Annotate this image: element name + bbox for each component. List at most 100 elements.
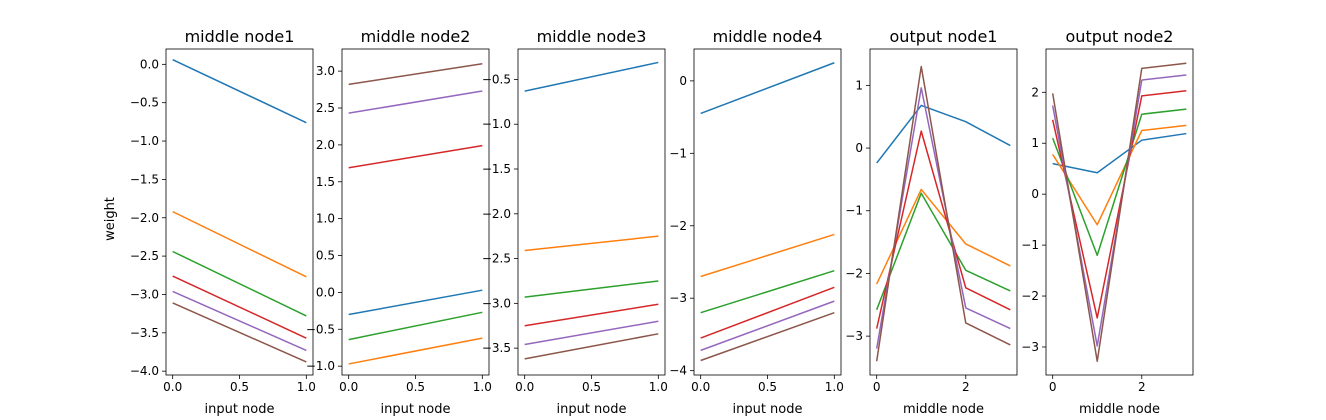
y-tick-label: −2.0 (482, 207, 511, 221)
y-tick-label: −0.5 (482, 72, 511, 86)
subplot-1: 0.0 0.5 1.0 0.0 −0.5 −1.0 −1.5 −2.0 −2.5 −3.0 −3.5… (130, 27, 316, 417)
y-tick-label: −1.0 (482, 117, 511, 131)
x-axis-label: input node (556, 402, 626, 417)
series-line-1 (876, 104, 1011, 164)
subplot-3: 0.0 0.5 1.0 −0.5 −1.0 −1.5 −2.0 −2.5 −3.0 −3.5 mid… (482, 27, 668, 417)
series-line-1 (348, 289, 483, 316)
x-tick-label: 1.0 (649, 380, 668, 394)
series-line-6 (524, 333, 659, 360)
series-line-2 (348, 337, 483, 365)
x-tick-label: 1.0 (297, 380, 316, 394)
y-tick-label: −2 (845, 266, 863, 280)
y-tick-label: 0 (679, 74, 687, 88)
subplot-5: 0 2 1 0 −1 −2 −3 output node1 middle node (845, 27, 1018, 417)
y-tick-label: −1.0 (130, 134, 159, 148)
series-line-2 (1052, 124, 1187, 226)
y-tick-label: −3.5 (130, 326, 159, 340)
subplot-title: middle node3 (537, 27, 647, 46)
y-tick-label: 0 (1031, 187, 1039, 201)
series-line-6 (172, 302, 307, 363)
series-line-4 (524, 303, 659, 327)
series-line-3 (524, 280, 659, 298)
series-line-5 (875, 87, 1011, 349)
x-tick-label: 0.0 (163, 380, 182, 394)
y-tick-label: −1 (669, 146, 687, 160)
y-tick-label: −3 (1021, 340, 1039, 354)
series-line-3 (1051, 108, 1187, 257)
y-tick-label: −1.5 (130, 172, 159, 186)
series-line-3 (348, 311, 483, 341)
series-line-2 (876, 188, 1011, 285)
x-tick-label: 0.0 (691, 380, 710, 394)
series-line-1 (1052, 132, 1187, 174)
y-tick-label: −1.0 (306, 359, 335, 373)
subplot-6: 0 2 2 1 0 −1 −2 −3 output node2 middle node (1021, 27, 1194, 417)
y-tick-label: 3.0 (316, 64, 335, 78)
x-axis-label: input node (732, 402, 802, 417)
x-tick-label: 0.0 (339, 380, 358, 394)
series-line-6 (700, 311, 835, 362)
subplot-title: middle node2 (361, 27, 471, 46)
series-line-4 (700, 286, 835, 339)
x-tick-label: 1.0 (473, 380, 492, 394)
y-tick-label: −3.0 (482, 296, 511, 310)
x-tick-label: 0.5 (758, 380, 777, 394)
series-line-5 (172, 290, 307, 352)
series-line-3 (700, 269, 835, 314)
y-tick-label: −3 (845, 329, 863, 343)
x-tick-label: 0.0 (515, 380, 534, 394)
y-tick-label: −3.0 (130, 287, 159, 301)
y-tick-label: 0.0 (140, 57, 159, 71)
series-line-2 (700, 233, 835, 278)
series-line-1 (524, 61, 659, 92)
y-tick-label: 0.0 (316, 285, 335, 299)
series-line-2 (172, 210, 307, 278)
y-tick-label: −2.0 (130, 211, 159, 225)
plot-frame (869, 48, 1018, 376)
y-tick-label: 1.5 (316, 175, 335, 189)
subplot-title: output node1 (890, 27, 998, 46)
y-tick-label: 0 (855, 141, 863, 155)
series-line-4 (875, 130, 1011, 329)
subplot-2: 0.0 0.5 1.0 3.0 2.5 2.0 1.5 1.0 0.5 0.0 −0.5 −1.0 mi… (306, 27, 492, 417)
subplot-title: output node2 (1066, 27, 1174, 46)
y-tick-label: −0.5 (130, 96, 159, 110)
y-tick-label: −2 (1021, 289, 1039, 303)
x-tick-label: 1.0 (825, 380, 844, 394)
plot-frame (165, 48, 314, 376)
series-line-6 (1051, 62, 1187, 362)
y-tick-label: 2 (1031, 85, 1039, 99)
y-tick-label: 1 (855, 78, 863, 92)
series-line-6 (348, 63, 483, 86)
x-tick-label: 0 (873, 380, 881, 394)
series-line-5 (524, 320, 659, 346)
x-tick-label: 0.5 (406, 380, 425, 394)
series-line-1 (172, 59, 307, 124)
y-tick-label: −2 (669, 219, 687, 233)
series-line-4 (1051, 90, 1187, 319)
subplot-title: middle node4 (713, 27, 823, 46)
series-line-4 (348, 144, 483, 169)
series-line-6 (875, 65, 1011, 362)
x-tick-label: 2 (962, 380, 970, 394)
y-tick-label: −4 (669, 364, 687, 378)
x-axis-label: middle node (903, 402, 984, 417)
y-tick-label: −3 (669, 291, 687, 305)
y-tick-label: −4.0 (130, 364, 159, 378)
x-tick-label: 0.5 (230, 380, 249, 394)
y-tick-label: −0.5 (306, 322, 335, 336)
x-tick-label: 0.5 (582, 380, 601, 394)
x-axis-label: middle node (1079, 402, 1160, 417)
series-line-4 (172, 275, 307, 339)
y-tick-label: −3.5 (482, 341, 511, 355)
subplot-title: middle node1 (185, 27, 295, 46)
x-tick-label: 0 (1049, 380, 1057, 394)
series-line-3 (172, 250, 307, 317)
x-axis-label: input node (380, 402, 450, 417)
y-tick-label: −2.5 (482, 252, 511, 266)
series-line-5 (348, 90, 483, 114)
y-tick-label: −1 (845, 204, 863, 218)
x-axis-label: input node (204, 402, 274, 417)
plot-frame (1045, 48, 1194, 376)
